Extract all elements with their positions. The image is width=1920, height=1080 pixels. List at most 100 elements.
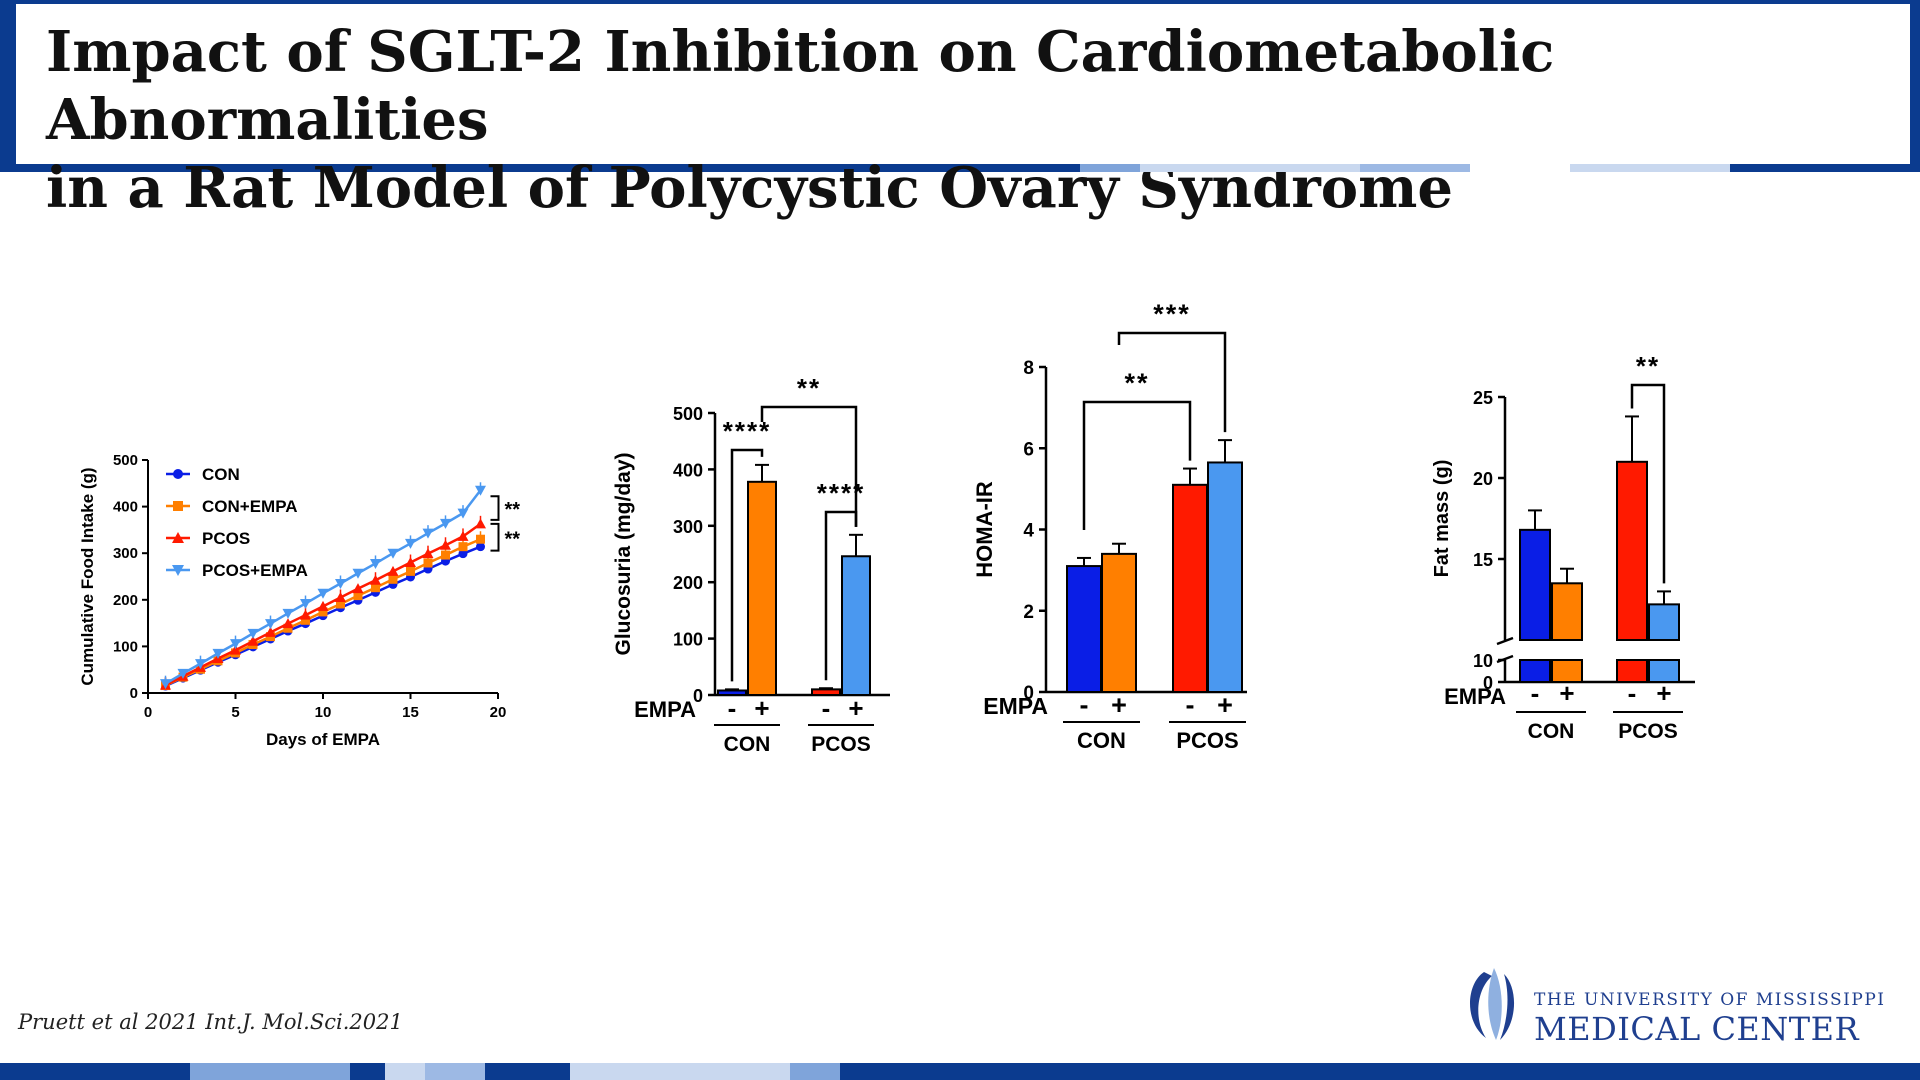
bar: [1616, 460, 1648, 641]
data-point: [406, 566, 415, 576]
empa-plus-label: +: [1111, 690, 1127, 720]
data-point: [353, 591, 363, 601]
empa-minus-label: -: [728, 693, 737, 723]
data-point: [317, 588, 329, 599]
legend-marker: [172, 565, 184, 576]
data-point: [335, 578, 346, 589]
y-axis-label: HOMA-IR: [972, 481, 997, 578]
legend-label: CON+EMPA: [202, 497, 298, 516]
significance-bracket: [490, 522, 500, 552]
data-point: [422, 548, 434, 559]
data-point: [265, 626, 276, 637]
bar: [717, 689, 747, 697]
legend-marker: [173, 469, 183, 479]
logo-mark-icon: [1470, 968, 1515, 1040]
data-point: [440, 539, 451, 550]
logo-text-line1: THE UNIVERSITY OF MISSISSIPPI: [1534, 990, 1886, 1010]
data-point: [458, 549, 468, 559]
significance-bracket: [490, 495, 500, 521]
bar: [1519, 528, 1551, 641]
data-point: [387, 548, 399, 559]
y-tick-label: 15: [1473, 550, 1493, 570]
legend-label: PCOS+EMPA: [202, 561, 308, 580]
y-tick-label: 0: [1023, 683, 1034, 704]
significance-bracket: [730, 448, 764, 682]
significance-bracket: [1117, 331, 1227, 433]
bar: [1648, 603, 1680, 641]
y-tick-label: 100: [113, 638, 138, 655]
data-point: [352, 568, 364, 579]
y-tick-label: 0: [693, 686, 703, 706]
data-point: [335, 591, 346, 602]
y-axis-label: Fat mass (g): [1431, 460, 1453, 578]
bar: [1172, 483, 1208, 693]
data-point: [317, 600, 329, 611]
data-point: [440, 518, 451, 529]
y-axis-label: Glucosuria (mg/day): [612, 452, 635, 655]
data-point: [283, 623, 293, 633]
data-point: [195, 659, 206, 670]
series-line: [164, 489, 482, 685]
bar-lower-segment: [1551, 659, 1583, 683]
title-accent-stripe: [1080, 164, 1730, 172]
empa-plus-label: +: [1656, 678, 1671, 708]
data-point: [177, 668, 189, 679]
significance-bracket: [760, 405, 858, 527]
data-point: [423, 558, 433, 568]
empa-plus-label: +: [848, 693, 863, 723]
data-point: [388, 574, 398, 584]
y-tick-label: 4: [1023, 521, 1034, 542]
data-point: [475, 518, 486, 529]
citation: Pruett et al 2021 Int.J. Mol.Sci.2021: [18, 1010, 403, 1034]
significance-bracket: [1630, 383, 1666, 584]
data-point: [300, 609, 311, 620]
data-point: [405, 557, 416, 568]
group-label: PCOS: [1618, 720, 1678, 743]
y-tick-label: 100: [673, 630, 703, 650]
x-tick-label: 0: [144, 704, 152, 721]
data-point: [457, 508, 469, 519]
data-point: [247, 635, 259, 646]
significance-label: ***: [1153, 299, 1191, 329]
group-label: PCOS: [1176, 728, 1238, 753]
empa-label: EMPA: [1444, 684, 1506, 709]
data-point: [352, 583, 364, 594]
y-tick-label: 500: [113, 452, 138, 469]
x-tick-label: 20: [490, 704, 507, 721]
data-point: [265, 619, 276, 630]
empa-plus-label: +: [754, 693, 769, 723]
data-point: [301, 615, 310, 625]
data-point: [370, 574, 381, 585]
data-point: [476, 534, 485, 544]
data-point: [405, 538, 416, 549]
bar: [841, 555, 871, 696]
y-axis-label: Cumulative Food Intake (g): [78, 467, 97, 685]
empa-label: EMPA: [983, 693, 1048, 719]
data-point: [370, 558, 381, 569]
data-point: [371, 583, 380, 593]
data-point: [475, 485, 486, 496]
y-tick-label: 2: [1023, 602, 1034, 623]
bar-lower-segment: [1519, 659, 1551, 683]
data-point: [318, 607, 328, 617]
significance-label: **: [797, 373, 821, 403]
y-tick-label: 300: [673, 517, 703, 537]
data-point: [230, 644, 241, 655]
significance-label: **: [1124, 368, 1149, 398]
empa-minus-label: -: [1628, 678, 1637, 708]
group-label: CON: [1077, 728, 1126, 753]
data-point: [212, 648, 224, 659]
logo-text-line2: MEDICAL CENTER: [1534, 1010, 1860, 1048]
x-tick-label: 15: [402, 704, 419, 721]
data-point: [422, 528, 434, 539]
empa-minus-label: -: [1186, 690, 1195, 720]
x-tick-label: 5: [231, 704, 239, 721]
significance-label: **: [505, 528, 521, 550]
y-tick-label: 200: [113, 592, 138, 609]
y-tick-label: 6: [1023, 439, 1034, 460]
data-point: [230, 639, 241, 650]
significance-label: ****: [817, 478, 865, 508]
